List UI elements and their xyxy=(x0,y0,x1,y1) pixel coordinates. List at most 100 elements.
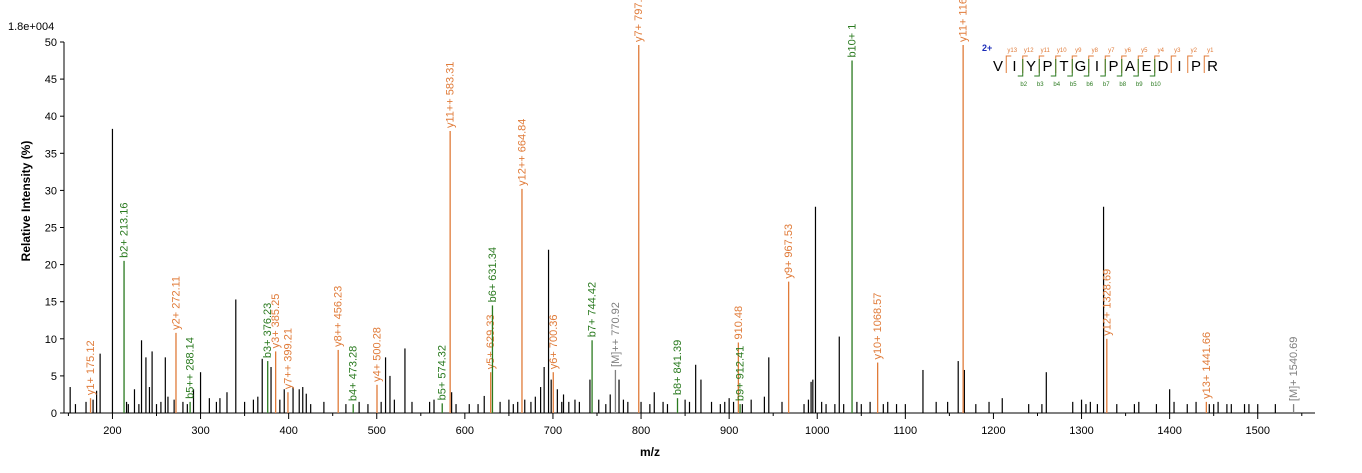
residue-letter: I xyxy=(1177,58,1181,75)
residue-letter: V xyxy=(993,58,1003,75)
peak-label: b7+ 744.42 xyxy=(587,282,599,337)
peak-label: b10+ 1 xyxy=(847,24,859,58)
y-ion-bracket xyxy=(1088,55,1094,73)
x-axis-title: m/z xyxy=(640,445,660,459)
intensity-scale-label: 1.8e+004 xyxy=(8,21,54,33)
x-tick-label: 1400 xyxy=(1157,425,1181,437)
residue-letter: G xyxy=(1075,58,1087,75)
peak-label: b4+ 473.28 xyxy=(348,346,360,401)
y-ion-label: y9 xyxy=(1075,48,1082,54)
peak-label: b9+ 912.41 xyxy=(735,346,747,401)
y-tick-label: 0 xyxy=(51,408,57,420)
peak-label: y12++ 664.84 xyxy=(516,119,528,186)
x-tick-label: 200 xyxy=(103,425,121,437)
y-tick-label: 15 xyxy=(45,297,57,309)
y-tick-label: 30 xyxy=(45,185,57,197)
peak-series xyxy=(69,128,1276,413)
peak-label: y7++ 399.21 xyxy=(282,328,294,389)
y-ion-bracket xyxy=(1187,55,1193,73)
b-ion-bracket xyxy=(1149,59,1156,77)
y-ion-bracket xyxy=(1005,55,1012,73)
b-ion-bracket xyxy=(1133,59,1139,77)
y-tick-label: 40 xyxy=(45,111,57,123)
b-ion-bracket xyxy=(1116,59,1123,77)
y-ion-label: y1 xyxy=(1207,48,1214,54)
b-ion-bracket xyxy=(1067,59,1073,77)
b-ion-label: b6 xyxy=(1086,82,1093,88)
residue-letter: Y xyxy=(1026,58,1036,75)
y-ion-label: y8 xyxy=(1092,48,1099,54)
y-ion-bracket xyxy=(1203,55,1210,73)
x-tick-label: 800 xyxy=(632,425,650,437)
y-tick-label: 5 xyxy=(51,371,57,383)
y-ion-label: y11 xyxy=(1041,48,1051,54)
y-ion-label: y10 xyxy=(1057,48,1067,54)
peak-label: y8++ 456.23 xyxy=(333,286,345,347)
peak-label: y1+ 175.12 xyxy=(85,340,97,395)
x-tick-label: 1100 xyxy=(894,425,918,437)
b-ion-bracket xyxy=(1083,59,1090,77)
x-tick-label: 900 xyxy=(720,425,738,437)
peak-label: [M]+ 1540.69 xyxy=(1288,337,1300,402)
peak-label: [M]++ 770.92 xyxy=(610,302,622,367)
y-axis: 0 5 10 15 20 25 30 35 40 45 50 xyxy=(45,37,65,420)
residue-letter: T xyxy=(1059,58,1068,75)
y-tick-label: 25 xyxy=(45,223,57,235)
peak-label: y5+ 629.33 xyxy=(485,314,497,369)
y-ion-label: y7 xyxy=(1108,48,1115,54)
residue-letter: I xyxy=(1095,58,1099,75)
b-ion-bracket xyxy=(1017,59,1024,77)
peak-label: 910.48 xyxy=(733,306,745,340)
charge-state-label: 2+ xyxy=(982,43,992,53)
peak-label: b6+ 631.34 xyxy=(487,247,499,302)
y-ion-label: y4 xyxy=(1158,48,1165,54)
peak-label: y12+ 1328.69 xyxy=(1101,269,1113,336)
peak-label: y3+ 385.25 xyxy=(270,294,282,349)
x-tick-label: 1200 xyxy=(981,425,1005,437)
x-tick-label: 1500 xyxy=(1245,425,1269,437)
x-tick-label: 1000 xyxy=(805,425,829,437)
b-ion-bracket xyxy=(1050,59,1057,77)
peak-label: y9+ 967.53 xyxy=(783,224,795,279)
x-tick-label: 700 xyxy=(544,425,562,437)
y-tick-label: 45 xyxy=(45,74,57,86)
b-ion-label: b10 xyxy=(1151,82,1162,88)
peak-label: y7+ 797.4 xyxy=(633,0,645,42)
residue-letter: A xyxy=(1125,58,1135,75)
b-ion-label: b2 xyxy=(1020,82,1027,88)
peak-label: b5+ 574.32 xyxy=(437,345,449,400)
peak-label: y6+ 700.36 xyxy=(548,314,560,369)
residue-letter: P xyxy=(1191,58,1201,75)
b-ion-bracket xyxy=(1034,59,1040,77)
y-ion-bracket xyxy=(1170,55,1177,73)
residue-letter: P xyxy=(1108,58,1118,75)
x-tick-label: 300 xyxy=(191,425,209,437)
peak-label: b5++ 288.14 xyxy=(185,337,197,399)
peak-label: y13+ 1441.66 xyxy=(1201,332,1213,399)
b-ion-label: b7 xyxy=(1103,82,1110,88)
x-tick-label: 1300 xyxy=(1069,425,1093,437)
y-ion-label: y13 xyxy=(1007,48,1017,54)
x-tick-label: 600 xyxy=(456,425,474,437)
x-tick-label: 400 xyxy=(279,425,297,437)
y-ion-label: y12 xyxy=(1024,48,1034,54)
residue-letter: R xyxy=(1207,58,1218,75)
y-tick-label: 20 xyxy=(45,260,57,272)
peak-label: y2+ 272.11 xyxy=(170,276,182,330)
b-ion-label: b3 xyxy=(1037,82,1044,88)
b-ion-label: b9 xyxy=(1136,82,1143,88)
b-ion-label: b8 xyxy=(1119,82,1126,88)
y-ion-label: y5 xyxy=(1141,48,1148,54)
residue-letter: P xyxy=(1042,58,1052,75)
b-ion-bracket xyxy=(1100,59,1106,77)
b-ion-label: b5 xyxy=(1070,82,1077,88)
peak-label: b2+ 213.16 xyxy=(119,203,131,258)
peak-label: y4+ 500.28 xyxy=(371,327,383,382)
y-ion-label: y6 xyxy=(1125,48,1132,54)
y-ion-label: y2 xyxy=(1191,48,1198,54)
b-ion-label: b4 xyxy=(1053,82,1060,88)
peak-label: y10+ 1068.57 xyxy=(872,293,884,360)
